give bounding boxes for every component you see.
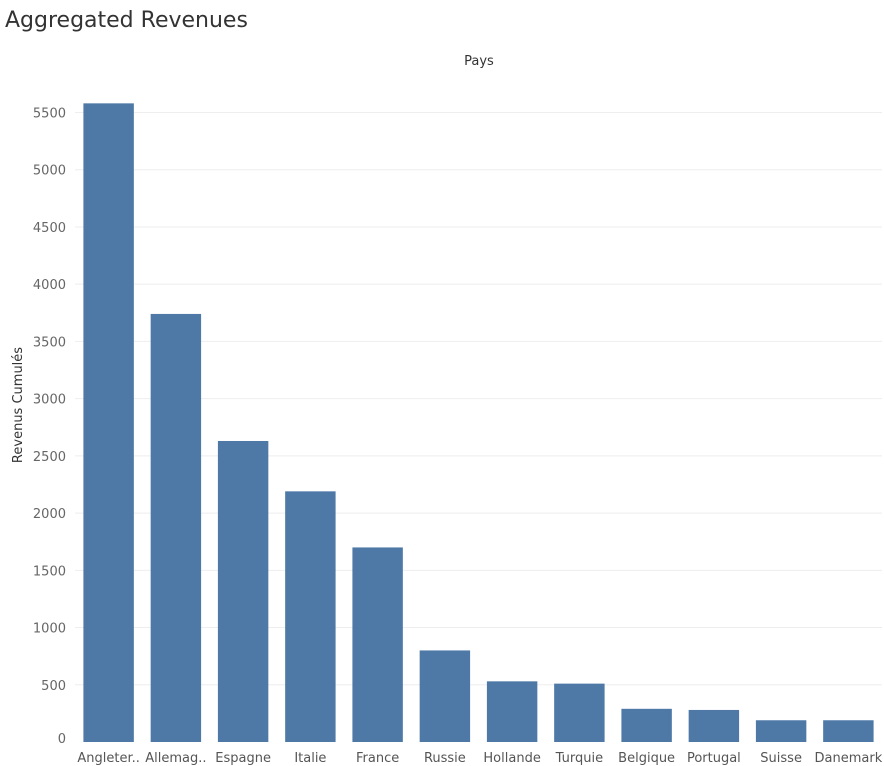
gridlines [75,112,882,686]
y-tick-label: 4000 [33,278,66,293]
x-category-label: Danemark [815,751,883,766]
x-category-label: Espagne [215,751,271,766]
bar[interactable] [554,683,605,742]
y-tick-label: 4500 [33,221,66,236]
bar[interactable] [688,709,740,742]
bar[interactable] [755,720,807,742]
chart-title: Aggregated Revenues [5,8,248,33]
bars [83,103,874,743]
y-tick-label: 3000 [33,393,66,408]
bar[interactable] [823,720,874,742]
bar[interactable] [621,708,672,742]
bar[interactable] [352,547,403,742]
y-axis-ticks: 0 500 1000 1500 2000 2500 3000 3500 4000 4500 5000… [33,107,66,748]
y-tick-label: 500 [41,679,66,694]
y-tick-label: 2500 [33,450,66,465]
x-category-label: Italie [294,751,326,766]
x-axis-title: Pays [464,54,494,69]
bar[interactable] [150,313,202,742]
bar[interactable] [217,440,269,742]
bar[interactable] [285,491,336,742]
x-category-label: Suisse [760,751,802,766]
x-category-label: Turquie [555,751,603,766]
y-tick-label: 0 [58,732,66,747]
x-category-label: Belgique [618,751,675,766]
y-tick-label: 2000 [33,507,66,522]
x-category-label: Allemag.. [145,751,206,766]
x-category-label: Russie [424,751,466,766]
bar[interactable] [83,103,134,743]
y-axis-title: Revenus Cumulés [11,347,26,463]
y-tick-label: 3500 [33,335,66,350]
x-axis-labels: Angleter.. Allemag.. Espagne Italie France Ru… [77,751,882,766]
y-tick-label: 1000 [33,622,66,637]
y-tick-label: 5000 [33,164,66,179]
y-tick-label: 5500 [33,107,66,122]
y-tick-label: 1500 [33,564,66,579]
x-category-label: Portugal [687,751,741,766]
bar[interactable] [419,650,471,742]
bar[interactable] [486,681,538,742]
x-category-label: Hollande [483,751,540,766]
x-category-label: Angleter.. [77,751,140,766]
x-category-label: France [356,751,399,766]
